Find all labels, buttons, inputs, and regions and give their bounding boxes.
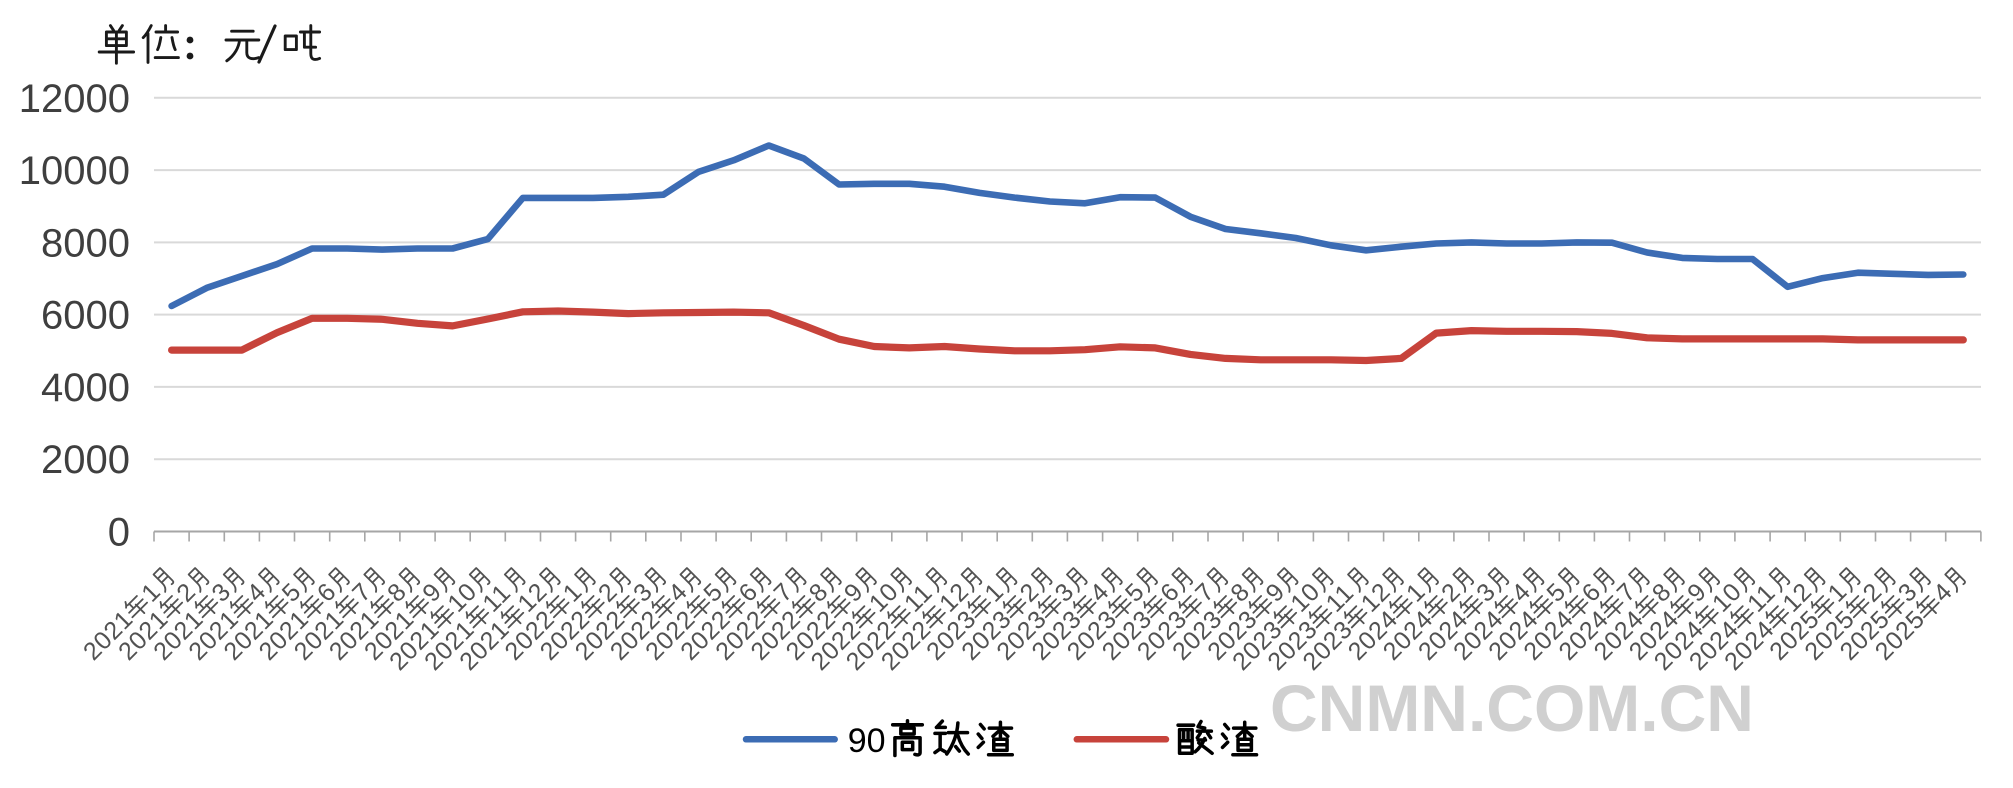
svg-text:CNMN.COM.CN: CNMN.COM.CN [1270,671,1754,745]
svg-text:10000: 10000 [19,149,130,193]
svg-text:90: 90 [848,722,886,760]
svg-text:8000: 8000 [41,221,130,265]
svg-text:12000: 12000 [19,77,130,121]
svg-text:2000: 2000 [41,438,130,482]
svg-text:6000: 6000 [41,294,130,338]
svg-text:4000: 4000 [41,366,130,410]
svg-text:0: 0 [108,511,130,555]
